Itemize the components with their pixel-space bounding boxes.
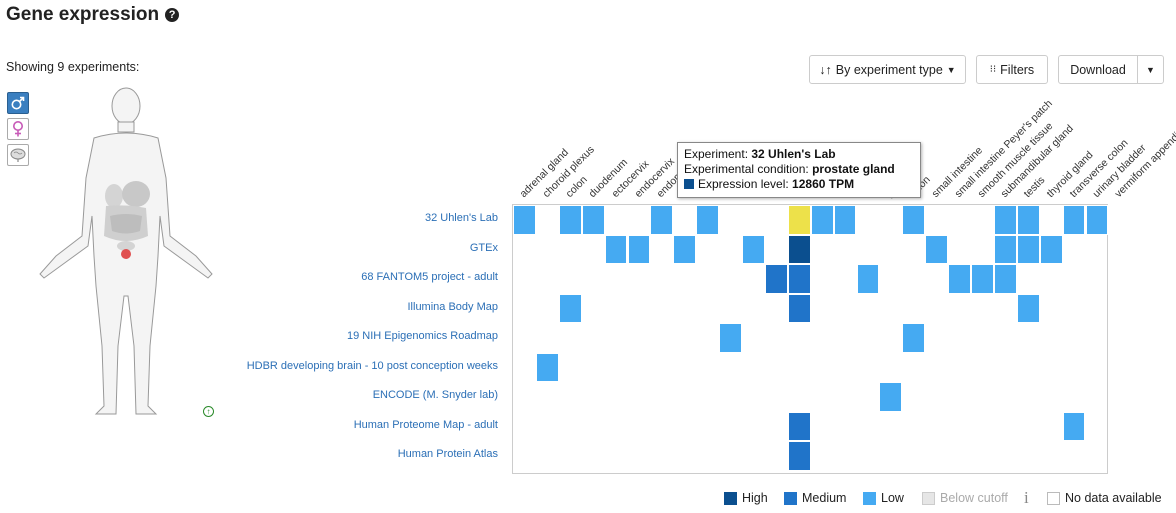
heatmap-cell[interactable] [971,264,994,294]
heatmap-cell[interactable] [764,264,788,294]
heatmap-cell[interactable] [787,234,811,264]
cell-tooltip: Experiment: 32 Uhlen's Lab Experimental … [677,142,921,198]
download-button-label: Download [1070,62,1126,77]
experiment-row-label[interactable]: 19 NIH Epigenomics Roadmap [346,330,498,342]
heatmap-cell[interactable] [558,205,582,235]
heatmap-cell[interactable] [856,264,880,294]
experiment-row-label[interactable]: Human Proteome Map - adult [353,418,498,431]
experiment-row-label[interactable]: GTEx [469,241,498,254]
legend-low-label: Low [881,491,904,505]
legend-below-cutoff-label: Below cutoff [940,491,1008,505]
legend-high: High [724,491,768,505]
experiment-row-label[interactable]: HDBR developing brain - 10 post concepti… [246,359,498,372]
heatmap-cell[interactable] [513,205,536,235]
sort-by-experiment-type-button[interactable]: ↓↑ By experiment type ▼ [809,55,966,84]
heatmap-cell[interactable] [902,205,926,235]
heatmap-cell[interactable] [1062,205,1086,235]
heatmap-cell[interactable] [879,382,903,412]
heatmap-cell[interactable] [787,205,811,235]
heatmap-cell[interactable] [1039,234,1063,264]
tooltip-experiment: Experiment: 32 Uhlen's Lab [684,147,836,161]
heatmap-cell[interactable] [1016,293,1040,323]
experiment-row-label[interactable]: Human Protein Atlas [397,448,498,460]
anatomogram-info-icon[interactable]: ↑ [203,406,214,417]
heatmap-cell[interactable] [1062,411,1086,441]
heatmap-cell[interactable] [993,205,1017,235]
experiment-row-label[interactable]: Illumina Body Map [407,300,499,313]
tooltip-level: Expression level: 12860 TPM [684,177,914,192]
female-icon [13,121,23,137]
heatmap-cell[interactable] [1016,205,1040,235]
legend-low: Low [863,491,904,505]
page-title-text: Gene expression [6,4,160,25]
caret-down-icon: ▼ [946,64,956,75]
sort-icon: ↓↑ [819,62,832,77]
legend-info-icon[interactable]: i [1024,488,1029,507]
filters-icon: ⁝⁝ [989,64,997,75]
heatmap-cell[interactable] [948,264,971,294]
heatmap-cell[interactable] [627,234,651,264]
heatmap-cell[interactable] [925,234,949,264]
experiment-row-label[interactable]: 32 Uhlen's Lab [424,212,498,224]
sort-button-label: By experiment type [835,62,943,77]
heatmap-cell[interactable] [558,293,582,323]
heatmap-cell[interactable] [1016,234,1040,264]
male-icon [11,96,25,110]
heatmap-cell[interactable] [787,411,811,441]
heatmap-cell[interactable] [787,264,811,294]
heatmap-cell[interactable] [696,205,720,235]
female-selector-button[interactable] [7,118,29,140]
experiment-row-label[interactable]: ENCODE (M. Snyder lab) [372,389,498,401]
page-title: Gene expression ? [6,4,180,26]
filters-button-label: Filters [1000,62,1035,77]
legend-high-swatch [724,491,737,505]
heatmap-cell[interactable] [581,205,605,235]
legend-medium-swatch [784,491,797,505]
caret-down-icon: ▼ [1146,64,1155,75]
heatmap-cell[interactable] [650,205,674,235]
heatmap-cell[interactable] [604,234,628,264]
legend-below-cutoff-swatch [922,491,935,505]
heatmap-cell[interactable] [810,205,834,235]
filters-button[interactable]: ⁝⁝ Filters [976,55,1048,84]
question-circle-icon[interactable]: ? [165,8,180,22]
heatmap-cell[interactable] [719,323,742,353]
experiment-count: Showing 9 experiments: [6,60,140,74]
experiment-row-label[interactable]: 68 FANTOM5 project - adult [361,271,498,283]
brain-icon [10,148,26,162]
legend-below-cutoff: Below cutoff [922,491,1008,505]
legend-no-data: No data available [1047,491,1162,505]
legend-no-data-label: No data available [1065,491,1162,505]
brain-selector-button[interactable] [7,144,29,166]
download-options-dropdown[interactable]: ▼ [1137,55,1164,84]
heatmap-cell[interactable] [673,234,697,264]
anatomogram-male-icon [39,87,213,415]
heatmap-cell[interactable] [833,205,857,235]
heatmap-cell[interactable] [787,293,811,323]
heatmap-cell[interactable] [1085,205,1109,235]
legend-no-data-swatch [1047,491,1060,505]
heatmap-cell[interactable] [993,264,1017,294]
heatmap-grid [512,204,1109,474]
heatmap-cell[interactable] [902,323,926,353]
tooltip-condition: Experimental condition: prostate gland [684,162,895,176]
legend-high-label: High [742,491,768,505]
legend-medium: Medium [784,491,846,505]
legend-low-swatch [863,491,876,505]
heatmap-cell[interactable] [742,234,765,264]
heatmap-cell[interactable] [787,441,811,471]
heatmap-cell[interactable] [535,352,559,382]
high-level-swatch-icon [684,179,694,189]
heatmap-cell[interactable] [993,234,1017,264]
download-button[interactable]: Download [1058,55,1138,84]
male-selector-button[interactable] [7,92,29,114]
legend-medium-label: Medium [802,491,847,505]
